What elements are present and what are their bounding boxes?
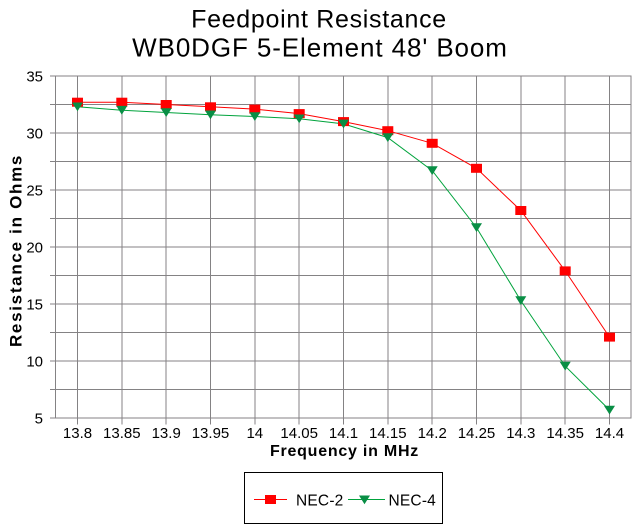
svg-text:30: 30 [26, 126, 43, 143]
svg-text:14.1: 14.1 [329, 425, 358, 442]
svg-text:Frequency in MHz: Frequency in MHz [270, 443, 419, 460]
svg-text:13.95: 13.95 [192, 425, 230, 442]
svg-text:14.3: 14.3 [506, 425, 535, 442]
svg-text:14.4: 14.4 [595, 425, 624, 442]
svg-text:WB0DGF 5-Element 48' Boom: WB0DGF 5-Element 48' Boom [132, 33, 508, 63]
svg-text:5: 5 [35, 411, 43, 428]
svg-text:14.15: 14.15 [369, 425, 407, 442]
svg-text:13.9: 13.9 [152, 425, 181, 442]
svg-text:NEC-4: NEC-4 [389, 493, 437, 510]
svg-text:Resistance in Ohms: Resistance in Ohms [7, 154, 26, 347]
svg-text:10: 10 [26, 354, 43, 371]
svg-text:35: 35 [26, 69, 43, 86]
svg-text:14.25: 14.25 [458, 425, 496, 442]
svg-text:14.35: 14.35 [546, 425, 584, 442]
svg-text:NEC-2: NEC-2 [296, 493, 344, 510]
svg-text:14: 14 [246, 425, 263, 442]
svg-text:13.85: 13.85 [103, 425, 141, 442]
svg-text:25: 25 [26, 183, 43, 200]
svg-text:Feedpoint Resistance: Feedpoint Resistance [191, 6, 447, 34]
svg-text:13.8: 13.8 [63, 425, 92, 442]
svg-text:20: 20 [26, 240, 43, 257]
svg-text:15: 15 [26, 297, 43, 314]
svg-text:14.05: 14.05 [280, 425, 318, 442]
svg-text:14.2: 14.2 [418, 425, 447, 442]
